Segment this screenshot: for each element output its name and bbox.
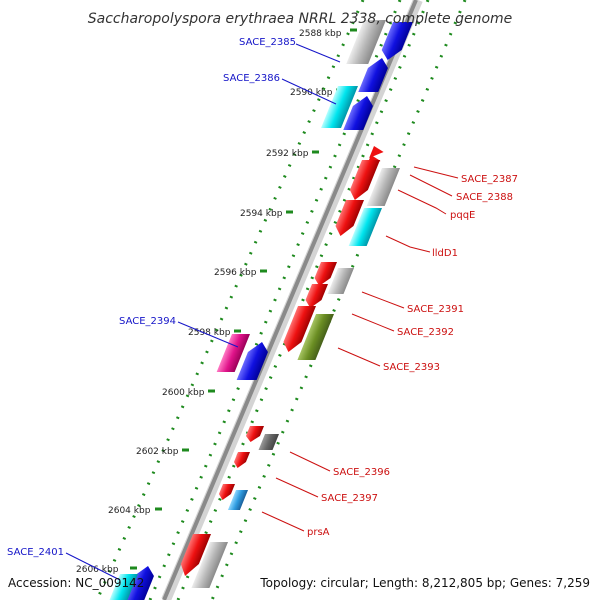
gene-glyph[interactable] [236, 342, 272, 380]
tick-label-2594: 2594 kbp [240, 209, 283, 219]
gene-glyph[interactable] [124, 566, 158, 600]
gene-glyph[interactable] [297, 314, 334, 360]
dotted-track-outer-left [95, 0, 365, 600]
gene-glyph[interactable] [217, 484, 235, 500]
tick-label-2592: 2592 kbp [266, 149, 309, 159]
gene-leaders-right [261, 166, 459, 532]
dotted-track-outer-right [210, 0, 467, 600]
gene-glyph[interactable] [232, 452, 250, 468]
gene-label-sace-2388[interactable]: SACE_2388 [456, 192, 513, 203]
gene-label-sace-2387[interactable]: SACE_2387 [461, 174, 518, 185]
tick-label-2600: 2600 kbp [162, 388, 205, 398]
gene-glyph[interactable] [331, 200, 364, 236]
gene-glyph[interactable] [366, 168, 400, 206]
gene-label-sace-2392[interactable]: SACE_2392 [397, 327, 454, 338]
gene-glyph[interactable] [244, 426, 264, 442]
gene-glyph[interactable] [358, 58, 392, 92]
gene-label-lldd1[interactable]: lldD1 [432, 248, 458, 259]
gene-leaders-left [65, 43, 341, 581]
tick-label-2598: 2598 kbp [188, 328, 231, 338]
dotted-track-inner-left [148, 0, 402, 600]
gene-glyph[interactable] [346, 160, 380, 200]
gene-glyph[interactable] [216, 334, 250, 372]
genome-summary-text: Topology: circular; Length: 8,212,805 bp… [259, 576, 590, 590]
gene-glyph[interactable] [279, 306, 316, 352]
tick-label-2588: 2588 kbp [299, 29, 342, 39]
gene-glyph[interactable] [378, 22, 413, 60]
gene-label-sace-2394[interactable]: SACE_2394 [119, 316, 176, 327]
gene-glyph[interactable] [227, 490, 248, 510]
backbone [162, 0, 418, 600]
gene-label-sace-2386[interactable]: SACE_2386 [223, 73, 280, 84]
gene-label-sace-2401[interactable]: SACE_2401 [7, 547, 64, 558]
gene-glyph[interactable] [346, 20, 386, 64]
gene-glyph[interactable] [348, 208, 382, 246]
gene-glyph[interactable] [321, 86, 358, 128]
gene-glyph[interactable] [311, 262, 337, 286]
accession-text: Accession: NC_009142 [8, 576, 144, 590]
gene-glyph[interactable] [327, 268, 354, 294]
gene-label-pqqe[interactable]: pqqE [450, 210, 475, 221]
gene-glyph[interactable] [191, 542, 228, 588]
gene-glyph[interactable] [108, 574, 138, 600]
tick-label-2606: 2606 kbp [76, 565, 119, 575]
gene-glyph[interactable] [369, 146, 386, 158]
map-title: Saccharopolyspora erythraea NRRL 2338, c… [88, 11, 513, 27]
tick-marks [130, 28, 357, 570]
gene-label-sace-2391[interactable]: SACE_2391 [407, 304, 464, 315]
dotted-track-inner-right [176, 0, 430, 600]
tick-label-2596: 2596 kbp [214, 268, 257, 278]
tick-label-2604: 2604 kbp [108, 506, 151, 516]
gene-label-sace-2396[interactable]: SACE_2396 [333, 467, 390, 478]
gene-glyph[interactable] [343, 96, 377, 130]
gene-label-prsa[interactable]: prsA [307, 527, 330, 538]
gene-label-sace-2393[interactable]: SACE_2393 [383, 362, 440, 373]
gene-label-sace-2397[interactable]: SACE_2397 [321, 493, 378, 504]
gene-glyph[interactable] [258, 434, 279, 450]
gene-glyph[interactable] [302, 284, 328, 308]
tick-label-2602: 2602 kbp [136, 447, 179, 457]
gene-label-sace-2385[interactable]: SACE_2385 [239, 37, 296, 48]
gene-glyph[interactable] [176, 534, 211, 576]
